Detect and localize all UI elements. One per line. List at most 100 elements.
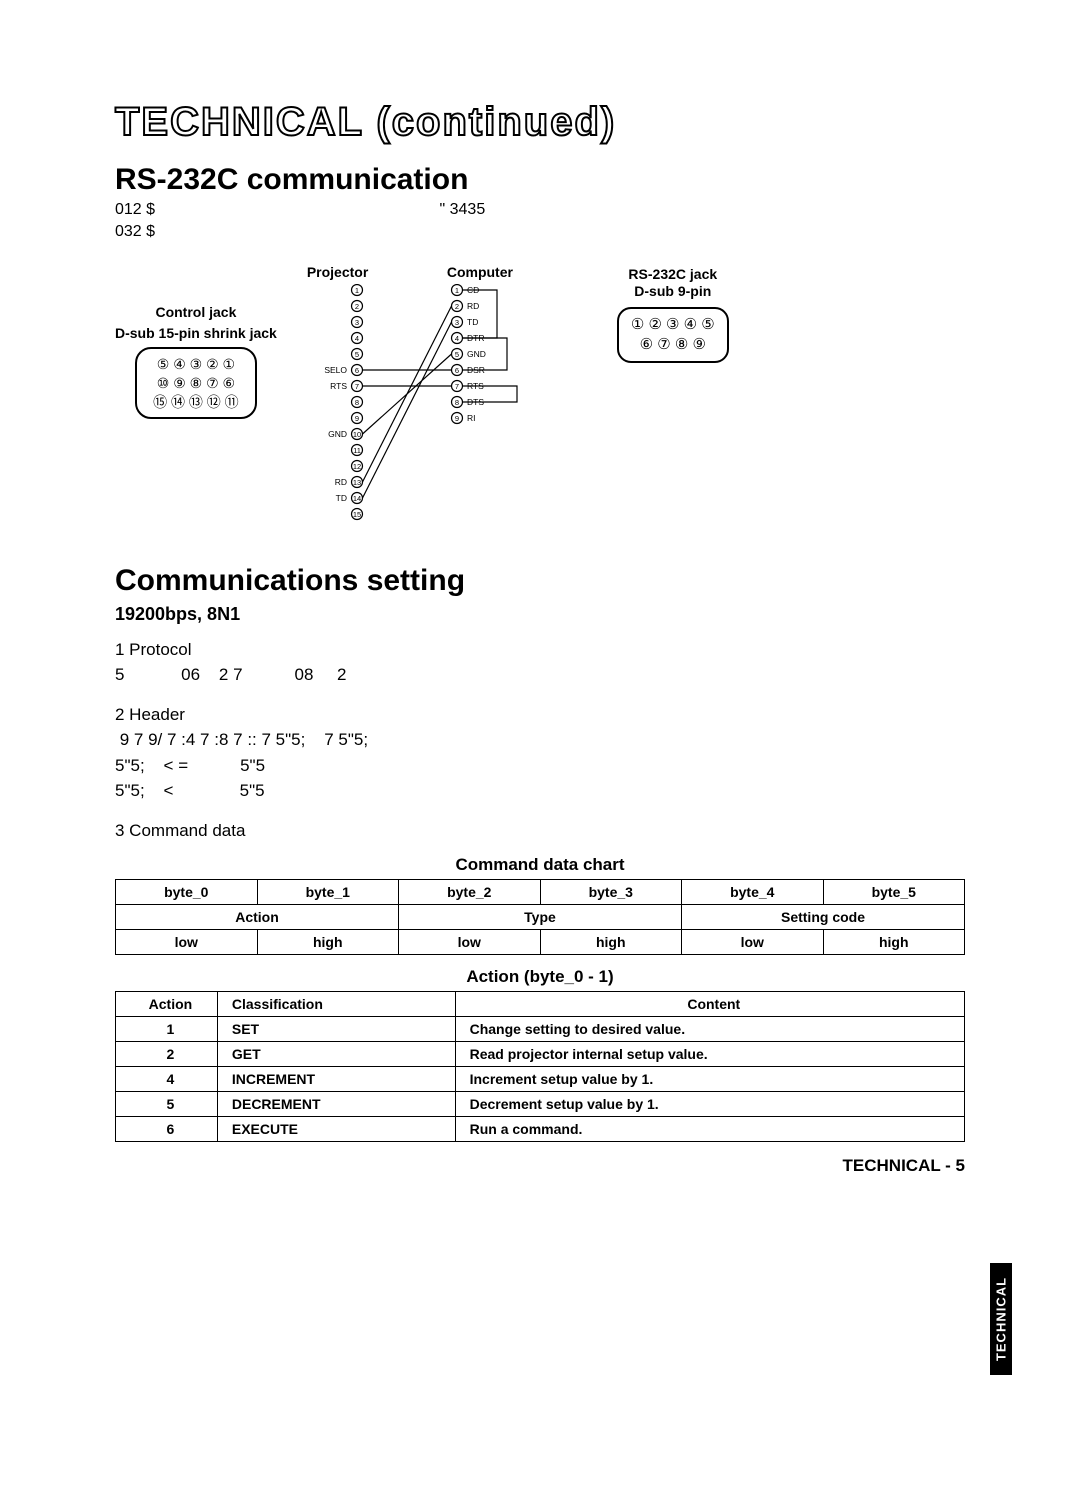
cell: byte_2 [399,880,541,905]
svg-text:1: 1 [355,286,359,295]
computer-label: Computer [447,264,513,280]
table-row: 1 SET Change setting to desired value. [116,1017,965,1042]
cell: Change setting to desired value. [455,1017,964,1042]
svg-text:SELO: SELO [324,365,347,375]
svg-text:GND: GND [328,429,347,439]
rs232c-label: RS-232C jack [617,266,729,284]
header-heading: 2 Header [115,702,965,728]
svg-text:10: 10 [353,430,361,439]
cell: Type [399,905,682,930]
cell: Action [116,905,399,930]
cell: high [540,930,682,955]
cell: high [257,930,399,955]
cell: DECREMENT [217,1092,455,1117]
table-row: byte_0 byte_1 byte_2 byte_3 byte_4 byte_… [116,880,965,905]
svg-text:14: 14 [353,494,361,503]
svg-text:13: 13 [353,478,361,487]
rs232-line2: 032 $ [115,221,965,243]
command-data-heading: 3 Command data [115,818,965,844]
cell: 4 [116,1067,218,1092]
dsub15-connector: ⑤ ④ ③ ② ① ⑩ ⑨ ⑧ ⑦ ⑥ ⑮ ⑭ ⑬ ⑫ ⑪ [135,347,257,420]
svg-text:RD: RD [467,301,479,311]
side-tab-label: TECHNICAL [994,1277,1009,1361]
svg-text:3: 3 [455,318,459,327]
svg-text:3: 3 [355,318,359,327]
protocol-line: 5 06 2 7 08 2 [115,662,965,688]
svg-text:7: 7 [455,382,459,391]
svg-text:1: 1 [455,286,459,295]
svg-text:6: 6 [355,366,359,375]
cell: Increment setup value by 1. [455,1067,964,1092]
control-jack-block: Control jack D-sub 15-pin shrink jack ⑤ … [115,304,277,420]
cell: byte_3 [540,880,682,905]
svg-text:12: 12 [353,462,361,471]
svg-text:15: 15 [353,510,361,519]
rs232-line1-right: " 3435 [440,201,486,218]
section-heading-comms: Communications setting [115,564,965,598]
svg-text:2: 2 [355,302,359,311]
cell: SET [217,1017,455,1042]
control-jack-label2: D-sub 15-pin shrink jack [115,325,277,343]
cell: low [399,930,541,955]
cell: 2 [116,1042,218,1067]
svg-text:GND: GND [467,349,486,359]
dsub9-label: D-sub 9-pin [617,283,729,301]
wiring-column: Projector Computer 123456SELO7RTS8910GND… [297,266,597,546]
cell: byte_1 [257,880,399,905]
table-row: Action Classification Content [116,992,965,1017]
svg-text:RTS: RTS [330,381,347,391]
cell: Content [455,992,964,1017]
table-row: low high low high low high [116,930,965,955]
side-tab: TECHNICAL [990,1263,1012,1375]
dsub9-connector: ① ② ③ ④ ⑤ ⑥ ⑦ ⑧ ⑨ [617,307,729,364]
page-title: TECHNICAL (continued) [115,100,965,145]
svg-text:8: 8 [355,398,359,407]
svg-text:TD: TD [467,317,478,327]
rs232-line1-left: 012 $ [115,201,155,218]
svg-text:7: 7 [355,382,359,391]
table-row: 4 INCREMENT Increment setup value by 1. [116,1067,965,1092]
cell: Read projector internal setup value. [455,1042,964,1067]
protocol-heading: 1 Protocol [115,637,965,663]
command-data-table: byte_0 byte_1 byte_2 byte_3 byte_4 byte_… [115,879,965,955]
svg-text:TD: TD [335,493,346,503]
cell: 5 [116,1092,218,1117]
cell: Classification [217,992,455,1017]
projector-label: Projector [307,264,368,280]
svg-text:RI: RI [467,413,476,423]
rs232-line1: 012 $ " 3435 [115,199,965,221]
cell: low [682,930,824,955]
cell: Run a command. [455,1117,964,1142]
svg-text:5: 5 [455,350,459,359]
command-chart-caption: Command data chart [115,855,965,875]
comms-sub: 19200bps, 8N1 [115,604,965,625]
action-byte-table: Action Classification Content 1 SET Chan… [115,991,965,1142]
cell: Decrement setup value by 1. [455,1092,964,1117]
cell: GET [217,1042,455,1067]
action-table-caption: Action (byte_0 - 1) [115,967,965,987]
cell: EXECUTE [217,1117,455,1142]
wiring-diagram-svg: 123456SELO7RTS8910GND111213RD14TD151CD2R… [297,284,597,544]
svg-text:6: 6 [455,366,459,375]
cell: byte_5 [823,880,965,905]
svg-text:5: 5 [355,350,359,359]
footer: TECHNICAL - 5 [115,1156,965,1176]
svg-text:4: 4 [455,334,459,343]
cell: Action [116,992,218,1017]
svg-text:4: 4 [355,334,359,343]
table-row: Action Type Setting code [116,905,965,930]
cell: INCREMENT [217,1067,455,1092]
table-row: 2 GET Read projector internal setup valu… [116,1042,965,1067]
table-row: 6 EXECUTE Run a command. [116,1117,965,1142]
header-line2: 5"5; < = 5"5 [115,753,965,779]
connector-diagram: Control jack D-sub 15-pin shrink jack ⑤ … [115,266,965,546]
table-row: 5 DECREMENT Decrement setup value by 1. [116,1092,965,1117]
svg-text:9: 9 [455,414,459,423]
rs232c-block: RS-232C jack D-sub 9-pin ① ② ③ ④ ⑤ ⑥ ⑦ ⑧… [617,266,729,364]
cell: 6 [116,1117,218,1142]
cell: byte_4 [682,880,824,905]
svg-text:RD: RD [335,477,347,487]
cell: high [823,930,965,955]
section-heading-rs232: RS-232C communication [115,163,965,197]
cell: low [116,930,258,955]
